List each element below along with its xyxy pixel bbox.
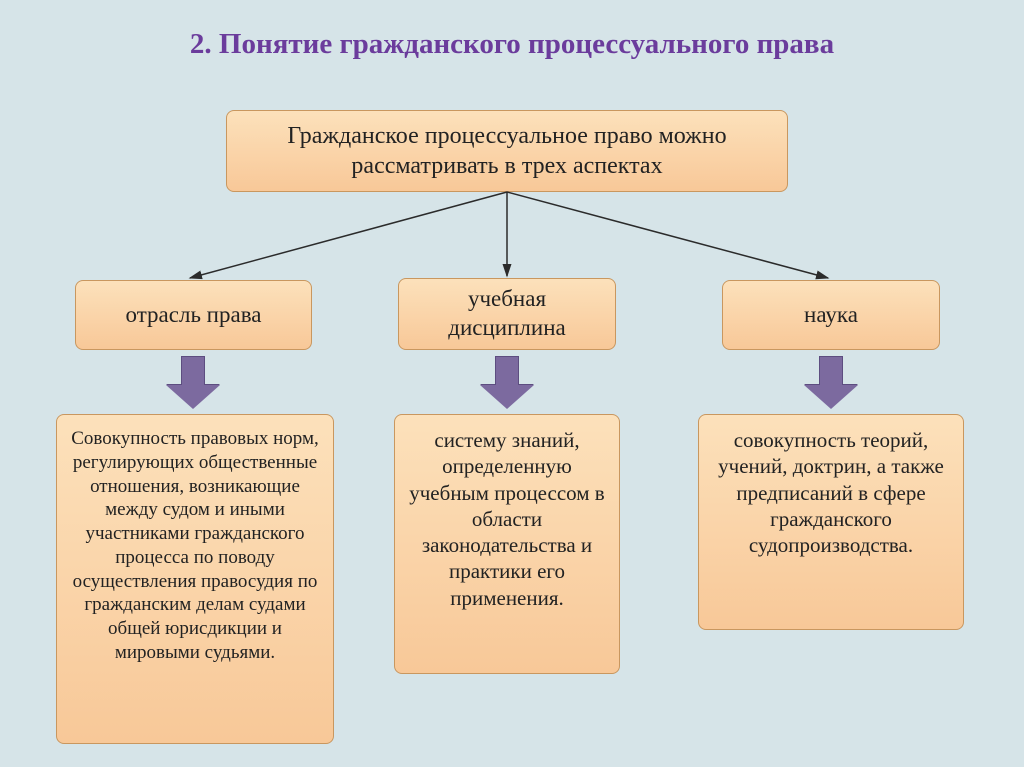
branch-description-text: совокупность теорий, учений, доктрин, а … [709, 427, 953, 558]
branch-label: учебная дисциплина [398, 278, 616, 350]
branch-description: совокупность теорий, учений, доктрин, а … [698, 414, 964, 630]
branch-description: Совокупность правовых норм, регулирующих… [56, 414, 334, 744]
branch-description-text: Совокупность правовых норм, регулирующих… [67, 427, 323, 665]
branch-label: наука [722, 280, 940, 350]
branch-label-text: учебная дисциплина [409, 285, 605, 343]
page-title: 2. Понятие гражданского процессуального … [0, 0, 1024, 61]
down-arrow-icon [804, 356, 858, 410]
branch-label: отрасль права [75, 280, 312, 350]
branch-label-text: наука [804, 301, 858, 330]
down-arrow-icon [480, 356, 534, 410]
branch-label-text: отрасль права [126, 301, 262, 330]
branch-description: систему знаний, определенную учебным про… [394, 414, 620, 674]
down-arrow-icon [166, 356, 220, 410]
root-text: Гражданское процессуальное право можно р… [237, 121, 777, 181]
root-box: Гражданское процессуальное право можно р… [226, 110, 788, 192]
branch-description-text: систему знаний, определенную учебным про… [405, 427, 609, 611]
